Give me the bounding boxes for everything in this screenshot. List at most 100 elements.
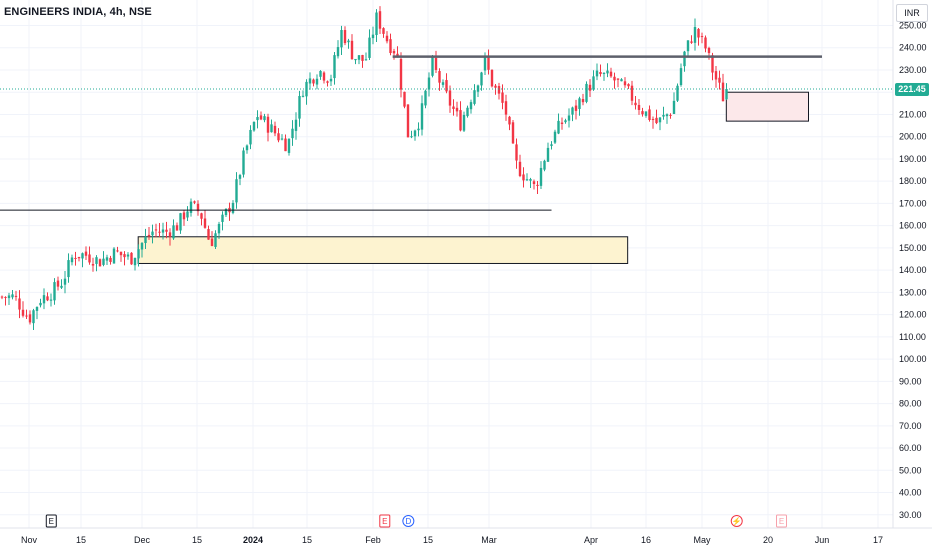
candle-body [165,229,168,232]
x-tick-label: 15 [423,535,433,545]
candle-body [18,298,21,310]
candle-body [707,47,711,54]
candle-body [413,130,417,137]
candle-body [539,167,543,186]
y-tick-label: 30.00 [899,510,922,520]
candle-body [445,80,448,92]
y-tick-label: 120.00 [899,310,927,320]
candle-body [672,100,676,114]
drawn-lines [0,55,893,211]
candle-body [389,39,392,54]
candle-body [448,90,452,106]
candle-body [630,85,634,101]
candle-body [574,105,578,111]
time-axis[interactable]: Nov 15 Dec 15 2024 15 Feb 15 Mar Apr 16 May 20 Jun 17 [21,535,883,545]
candle-body [25,315,28,317]
candle-body [182,212,186,220]
candle-body [252,121,256,131]
candle-body [714,71,718,80]
event-marker-label: E [382,517,387,526]
candle-body [329,78,333,82]
candle-body [207,229,210,240]
candle-body [119,251,123,256]
x-tick-label: 15 [76,535,86,545]
candle-body [315,78,319,85]
candle-body [245,145,249,151]
candle-body [63,278,67,285]
candle-body [133,257,137,266]
candle-body [403,91,406,107]
candle-body [137,249,140,259]
x-tick-label: Apr [584,535,598,545]
candle-body [259,115,263,120]
candle-body [648,109,651,120]
candle-body [336,47,340,57]
candle-body [494,85,497,88]
candle-body [319,70,322,77]
candle-body [431,57,434,76]
candle-body [375,12,378,36]
candle-body [186,211,189,218]
event-marker-badge [379,514,391,528]
candle-body [357,55,361,60]
candle-body [175,225,179,231]
y-tick-label: 130.00 [899,287,927,297]
candle-body [81,253,84,259]
candle-body [669,114,672,116]
candle-body [102,258,105,265]
candle-body [196,203,200,212]
candle-body [98,259,102,267]
candle-body [662,114,665,117]
candle-body [333,55,336,79]
candle-body [140,243,144,250]
candle-body [249,129,252,145]
y-tick-label: 100.00 [899,354,927,364]
candle-body [616,78,620,80]
candle-body [256,117,259,121]
event-marker: E [45,514,57,528]
currency-button[interactable]: INR [896,4,928,22]
last-price-badge: 221.45 [895,83,929,96]
event-marker-label: ⚡ [732,516,742,526]
x-tick-label: 15 [192,535,202,545]
candle-body [291,128,294,139]
candle-body [32,310,35,324]
supply-zone [725,91,810,122]
candle-body [441,82,445,85]
candle-body [238,175,242,179]
price-axis[interactable]: 30.00 40.00 50.00 60.00 70.00 80.00 90.00 100.0… [899,21,927,520]
candle-body [193,201,196,203]
y-tick-label: 140.00 [899,265,927,275]
y-tick-label: 180.00 [899,176,927,186]
candle-body [11,294,14,298]
candle-body [88,254,91,263]
candle-body [553,131,557,143]
candle-body [511,122,515,144]
event-marker: E [379,514,391,528]
y-tick-label: 240.00 [899,43,927,53]
candle-body [67,260,70,278]
candle-body [154,229,158,231]
candle-body [231,202,235,213]
candle-body [371,34,375,39]
event-marker-label: E [49,517,54,526]
y-tick-label: 60.00 [899,443,922,453]
x-tick-label: Mar [481,535,497,545]
candle-body [693,27,697,43]
candle-body [49,299,53,301]
candle-body [382,28,385,34]
candle-body [567,115,571,121]
candle-body [595,70,599,77]
event-marker: E [776,514,787,528]
candle-body [455,107,459,112]
candle-body [434,57,438,70]
demand-zone [137,236,629,264]
y-tick-label: 40.00 [899,488,922,498]
candle-body [487,57,490,70]
candle-body [721,82,725,102]
candle-body [546,147,550,162]
zones [137,91,810,264]
candle-body [424,90,427,106]
